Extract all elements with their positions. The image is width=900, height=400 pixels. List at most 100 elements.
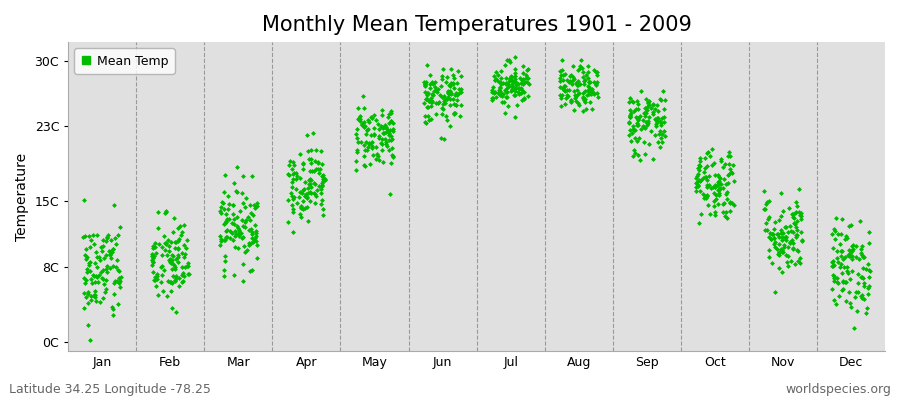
Point: [317, 176, 331, 182]
Point: [383, 191, 398, 198]
Point: [495, 99, 509, 106]
Point: [353, 116, 367, 123]
Point: [711, 179, 725, 186]
Point: [245, 267, 259, 273]
Point: [723, 166, 737, 172]
Point: [845, 245, 859, 252]
Point: [376, 124, 391, 131]
Point: [836, 256, 850, 262]
Point: [286, 208, 301, 215]
Point: [638, 110, 652, 116]
Point: [418, 118, 432, 125]
Point: [759, 220, 773, 226]
Point: [212, 232, 227, 239]
Point: [146, 258, 160, 265]
Point: [215, 199, 230, 205]
Point: [356, 93, 370, 99]
Point: [652, 139, 666, 145]
Point: [145, 253, 159, 260]
Point: [446, 74, 461, 81]
Point: [650, 102, 664, 108]
Point: [491, 78, 506, 85]
Point: [302, 181, 316, 188]
Point: [369, 117, 383, 123]
Point: [106, 202, 121, 208]
Point: [708, 172, 723, 178]
Point: [447, 92, 462, 98]
Point: [724, 169, 739, 175]
Point: [774, 246, 788, 252]
Point: [217, 236, 231, 243]
Point: [716, 184, 730, 191]
Point: [382, 120, 396, 126]
Point: [440, 117, 454, 124]
Point: [639, 122, 653, 128]
Point: [217, 267, 231, 274]
Point: [289, 186, 303, 192]
Point: [245, 173, 259, 179]
Point: [515, 76, 529, 83]
Point: [510, 81, 525, 87]
Point: [161, 278, 176, 285]
Point: [78, 232, 93, 239]
Point: [496, 91, 510, 98]
Point: [696, 190, 710, 197]
Point: [90, 232, 104, 238]
Point: [357, 119, 372, 125]
Point: [627, 149, 642, 156]
Point: [380, 126, 394, 132]
Point: [446, 85, 461, 91]
Point: [112, 224, 127, 230]
Point: [770, 230, 785, 237]
Point: [175, 278, 189, 285]
Point: [769, 218, 783, 225]
Point: [644, 128, 658, 134]
Point: [842, 300, 857, 307]
Point: [295, 161, 310, 167]
Point: [239, 247, 254, 253]
Point: [77, 289, 92, 296]
Point: [446, 96, 461, 102]
Point: [227, 216, 241, 222]
Point: [93, 256, 107, 263]
Point: [788, 223, 803, 230]
Point: [559, 95, 573, 101]
Point: [623, 114, 637, 120]
Point: [716, 209, 731, 215]
Point: [518, 79, 533, 86]
Point: [557, 88, 572, 95]
Point: [166, 228, 181, 235]
Point: [301, 218, 315, 225]
Point: [360, 117, 374, 123]
Point: [437, 96, 452, 102]
Point: [719, 209, 733, 216]
Point: [628, 135, 643, 141]
Point: [794, 212, 808, 219]
Point: [182, 270, 196, 277]
Point: [757, 206, 771, 212]
Point: [582, 79, 597, 86]
Point: [780, 253, 795, 259]
Point: [776, 208, 790, 214]
Point: [449, 92, 464, 98]
Point: [424, 94, 438, 101]
Point: [762, 230, 777, 236]
Point: [772, 234, 787, 240]
Point: [553, 84, 567, 90]
Point: [845, 242, 859, 248]
Point: [652, 144, 667, 150]
Point: [281, 218, 295, 225]
Point: [776, 248, 790, 255]
Point: [765, 260, 779, 266]
Point: [176, 270, 190, 276]
Point: [655, 115, 670, 121]
Point: [90, 254, 104, 260]
Point: [166, 305, 180, 311]
Point: [634, 113, 648, 120]
Point: [562, 87, 577, 94]
Point: [96, 276, 111, 282]
Point: [634, 88, 648, 95]
Point: [382, 130, 396, 136]
Point: [570, 82, 584, 89]
Point: [428, 79, 442, 85]
